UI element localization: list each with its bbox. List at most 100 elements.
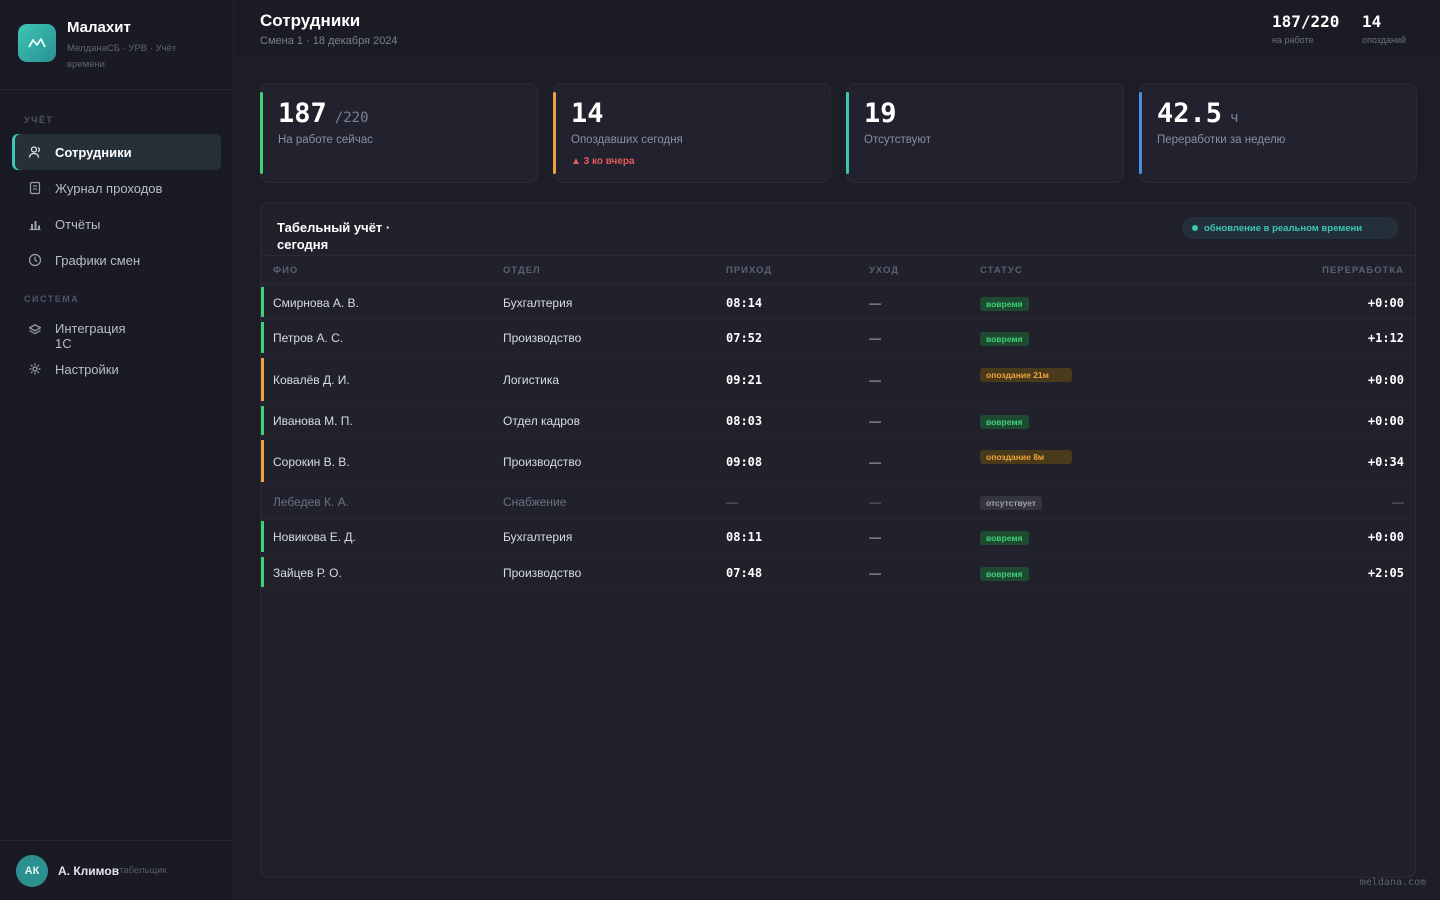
column-header-in[interactable]: ПРИХОД — [726, 265, 773, 276]
live-update-label: обновление в реальном времени — [1204, 222, 1363, 234]
status-badge: вовремя — [980, 415, 1029, 429]
status-badge: вовремя — [980, 297, 1029, 311]
column-header-out[interactable]: УХОД — [869, 265, 900, 276]
cell-departure: — — [869, 414, 881, 428]
page-title: Сотрудники — [260, 11, 361, 30]
table-row[interactable]: Петров А. С. Производство 07:52 — +1:12 вовре… — [261, 320, 1415, 356]
cell-name: Сорокин В. В. — [273, 455, 350, 469]
kpi-value: 14 — [571, 98, 604, 129]
sidebar: Малахит МелданаСБ · УРВ · Учёт времени У… — [0, 0, 234, 900]
sidebar-item-label: Настройки — [55, 361, 119, 377]
cell-dept: Снабжение — [503, 495, 567, 509]
kpi-accent-bar — [553, 92, 556, 174]
kpi-value: 187/220 — [278, 98, 369, 129]
table-row[interactable]: Иванова М. П. Отдел кадров 08:03 — +0:00 вовр… — [261, 404, 1415, 438]
cell-name: Лебедев К. А. — [273, 495, 349, 509]
cell-overtime: +1:12 — [1367, 331, 1404, 345]
kpi-card-at-work: 187/220 На работе сейчас — [260, 83, 538, 183]
table-row[interactable]: Зайцев Р. О. Производство 07:48 — +2:05 вовре… — [261, 555, 1415, 590]
sidebar-item-integration[interactable]: Интеграция 1С — [12, 317, 221, 351]
column-header-status[interactable]: СТАТУС — [980, 265, 1023, 276]
brand-title: Малахит — [67, 19, 131, 36]
kpi-label: Опоздавших сегодня — [571, 134, 683, 146]
column-header-overtime[interactable]: ПЕРЕРАБОТКА — [1322, 265, 1404, 276]
cell-departure: — — [869, 373, 881, 387]
status-badge: вовремя — [980, 332, 1029, 346]
table-row[interactable]: Ковалёв Д. И. Логистика 09:21 — +0:00 опоздан… — [261, 356, 1415, 404]
cell-overtime: +0:34 — [1367, 455, 1404, 469]
user-profile[interactable]: АК А. Климов табельщик — [0, 840, 234, 900]
table-row[interactable]: Смирнова А. В. Бухгалтерия 08:14 — +0:00 вовр… — [261, 285, 1415, 320]
status-badge: отсутствует — [980, 496, 1042, 510]
live-dot-icon — [1192, 225, 1198, 231]
header-stat-value: 187/220 — [1272, 12, 1340, 31]
kpi-accent-bar — [1139, 92, 1142, 174]
kpi-label: На работе сейчас — [278, 134, 373, 146]
panel-title: Табельный учёт · сегодня — [277, 220, 391, 252]
footer-watermark: meldana.com — [1359, 877, 1426, 888]
kpi-card-overtime: 42.5 ч Переработки за неделю — [1139, 83, 1417, 183]
kpi-value: 19 — [864, 98, 897, 129]
sidebar-item-reports[interactable]: Отчёты — [12, 206, 221, 242]
kpi-accent-bar — [846, 92, 849, 174]
column-header-name[interactable]: ФИО — [273, 265, 299, 276]
cell-dept: Логистика — [503, 373, 560, 387]
sidebar-item-label: Сотрудники — [55, 144, 132, 160]
table-row[interactable]: Лебедев К. А. Снабжение — — — отсутствует — [261, 485, 1415, 519]
chart-icon — [27, 216, 43, 232]
cell-overtime: +0:00 — [1367, 530, 1404, 544]
sidebar-item-label: Отчёты — [55, 216, 101, 232]
cell-departure: — — [869, 530, 881, 544]
sidebar-item-settings[interactable]: Настройки — [12, 351, 221, 387]
cell-overtime: +0:00 — [1367, 373, 1404, 387]
cell-overtime: — — [1392, 495, 1404, 509]
cell-arrival: — — [726, 495, 738, 509]
cell-arrival: 08:03 — [726, 414, 763, 428]
cell-name: Зайцев Р. О. — [273, 566, 342, 580]
header-stat-label: опозданий — [1362, 35, 1406, 45]
sidebar-item-journal[interactable]: Журнал проходов — [12, 170, 221, 206]
cell-name: Новикова Е. Д. — [273, 530, 356, 544]
cell-dept: Бухгалтерия — [503, 296, 573, 310]
cell-arrival: 08:14 — [726, 296, 763, 310]
table-row[interactable]: Новикова Е. Д. Бухгалтерия 08:11 — +0:00 вовр… — [261, 519, 1415, 555]
user-name: А. Климов — [58, 863, 120, 878]
cell-arrival: 08:11 — [726, 530, 763, 544]
kpi-trend: ▲ 3 ко вчера — [571, 156, 635, 167]
clock-icon — [27, 252, 43, 268]
gear-icon — [27, 361, 43, 377]
kpi-accent-bar — [260, 92, 263, 174]
status-badge: опоздание 21м — [980, 368, 1072, 382]
cell-overtime: +2:05 — [1367, 566, 1404, 580]
cell-departure: — — [869, 296, 881, 310]
kpi-unit: ч — [1230, 110, 1239, 126]
header-stat-value: 14 — [1362, 12, 1382, 31]
nav-section-system: СИСТЕМА — [24, 294, 80, 304]
nav-section-account: УЧЁТ — [24, 115, 54, 125]
row-status-accent — [261, 440, 264, 482]
row-status-accent — [261, 406, 264, 435]
kpi-label: Отсутствуют — [864, 134, 931, 146]
cell-arrival: 09:21 — [726, 373, 763, 387]
table-row[interactable]: Сорокин В. В. Производство 09:08 — +0:34 опоз… — [261, 438, 1415, 485]
kpi-value: 42.5 ч — [1157, 98, 1239, 129]
cell-name: Смирнова А. В. — [273, 296, 359, 310]
status-badge: вовремя — [980, 567, 1029, 581]
sidebar-item-employees[interactable]: Сотрудники — [12, 134, 221, 170]
status-badge: опоздание 8м — [980, 450, 1072, 464]
row-status-accent — [261, 557, 264, 587]
users-icon — [27, 144, 43, 160]
brand: Малахит МелданаСБ · УРВ · Учёт времени — [0, 0, 233, 90]
kpi-label: Переработки за неделю — [1157, 134, 1286, 146]
cell-dept: Производство — [503, 331, 582, 345]
avatar: АК — [16, 854, 48, 887]
header-stat-at-work: 187/220 на работе — [1272, 12, 1339, 45]
cell-overtime: +0:00 — [1367, 296, 1404, 310]
kpi-unit: /220 — [334, 110, 369, 126]
cell-departure: — — [869, 495, 881, 509]
cell-arrival: 09:08 — [726, 455, 763, 469]
page-header: Сотрудники Смена 1 · 18 декабря 2024 187… — [235, 0, 1440, 58]
sidebar-item-label: Журнал проходов — [55, 180, 163, 196]
column-header-dept[interactable]: ОТДЕЛ — [503, 265, 541, 276]
sidebar-item-schedules[interactable]: Графики смен — [12, 242, 221, 278]
